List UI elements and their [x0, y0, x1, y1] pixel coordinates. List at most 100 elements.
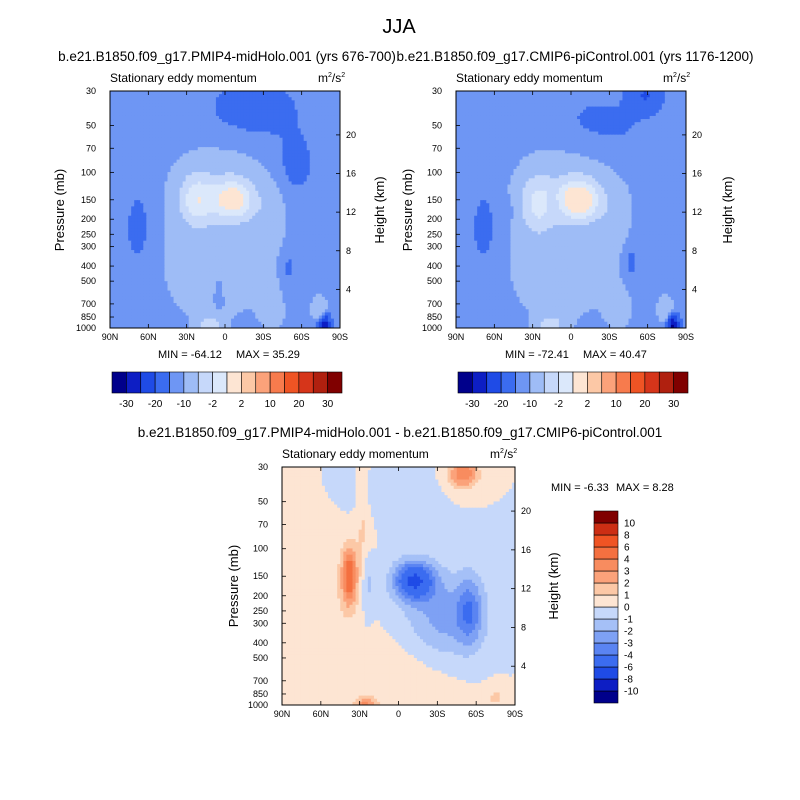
contour-cell [249, 181, 253, 186]
contour-cell [267, 100, 271, 105]
contour-cell [221, 103, 226, 108]
contour-cell [212, 128, 217, 133]
contour-cell [206, 91, 211, 95]
contour-cell [152, 281, 156, 285]
contour-cell [225, 206, 229, 211]
contour-cell [300, 237, 305, 242]
contour-cell [194, 265, 199, 270]
contour-cell [122, 274, 126, 279]
contour-cell [206, 243, 211, 248]
contour-cell [237, 240, 241, 245]
contour-cell [228, 162, 232, 167]
contour-cell [297, 109, 302, 114]
contour-cell [140, 256, 144, 260]
contour-cell [119, 253, 123, 257]
contour-cell [206, 125, 211, 130]
contour-cell [218, 234, 223, 239]
contour-cell [291, 162, 296, 167]
contour-cell [330, 221, 335, 226]
contour-cell [288, 200, 293, 204]
contour-cell [164, 97, 169, 101]
contour-cell [225, 137, 229, 142]
contour-cell [215, 159, 220, 164]
contour-cell [264, 193, 268, 198]
contour-cell [161, 212, 166, 217]
contour-cell [194, 253, 199, 257]
contour-cell [243, 91, 247, 95]
contour-cell [327, 115, 332, 120]
contour-cell [255, 134, 259, 139]
contour-cell [188, 187, 193, 192]
contour-cell [206, 221, 211, 226]
contour-cell [234, 112, 238, 117]
contour-cell [279, 290, 284, 295]
contour-cell [185, 137, 190, 142]
contour-cell [134, 125, 138, 130]
contour-cell [261, 172, 265, 176]
contour-cell [143, 147, 147, 151]
contour-cell [209, 193, 214, 198]
contour-cell [321, 290, 326, 295]
contour-cell [137, 284, 141, 289]
contour-cell [336, 218, 340, 223]
contour-cell [327, 119, 332, 123]
contour-cell [128, 293, 132, 298]
contour-cell [137, 178, 141, 183]
contour-cell [336, 225, 340, 229]
contour-cell [161, 250, 166, 254]
contour-cell [243, 256, 247, 260]
contour-cell [125, 262, 129, 267]
contour-cell [125, 237, 129, 242]
contour-cell [318, 150, 323, 154]
contour-cell [225, 187, 229, 192]
contour-cell [309, 197, 314, 201]
contour-cell [249, 190, 253, 195]
contour-cell [240, 259, 244, 264]
contour-cell [258, 147, 262, 151]
contour-cell [188, 253, 193, 257]
contour-cell [285, 137, 290, 142]
contour-cell [315, 168, 320, 173]
contour-cell [209, 109, 214, 114]
contour-cell [246, 271, 250, 276]
contour-cell [116, 144, 120, 148]
contour-cell [291, 246, 296, 251]
contour-cell [285, 147, 290, 151]
contour-cell [273, 281, 278, 285]
contour-cell [333, 109, 338, 114]
contour-cell [167, 150, 172, 154]
contour-cell [270, 203, 275, 207]
contour-cell [246, 253, 250, 257]
contour-cell [285, 284, 290, 289]
contour-cell [237, 243, 241, 248]
contour-cell [315, 137, 320, 142]
contour-cell [137, 137, 141, 142]
contour-cell [255, 103, 259, 108]
contour-cell [264, 228, 268, 232]
contour-cell [110, 128, 114, 133]
contour-cell [122, 109, 126, 114]
contour-cell [215, 103, 220, 108]
contour-cell [161, 144, 166, 148]
contour-cell [330, 200, 335, 204]
contour-cell [140, 193, 144, 198]
contour-cell [243, 193, 247, 198]
contour-cell [276, 237, 281, 242]
contour-cell [300, 287, 305, 292]
contour-cell [225, 165, 229, 170]
contour-cell [276, 112, 281, 117]
contour-cell [179, 175, 184, 179]
contour-cell [261, 150, 265, 154]
contour-cell [170, 140, 175, 145]
contour-cell [279, 246, 284, 251]
contour-cell [258, 184, 262, 189]
contour-cell [140, 221, 144, 226]
contour-cell [303, 231, 308, 236]
contour-cell [276, 125, 281, 130]
contour-cell [176, 225, 181, 229]
contour-cell [288, 250, 293, 254]
contour-cell [218, 162, 223, 167]
contour-cell [176, 293, 181, 298]
contour-cell [282, 243, 287, 248]
contour-cell [215, 265, 220, 270]
